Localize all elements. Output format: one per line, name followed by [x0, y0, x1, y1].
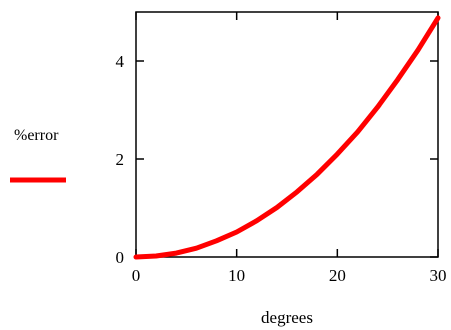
x-tick-label: 10 — [228, 266, 245, 285]
x-tick-label: 30 — [430, 266, 447, 285]
y-tick-label: 4 — [116, 52, 125, 71]
x-axis-ticks: 0 10 20 30 — [132, 12, 447, 285]
legend: %error — [10, 127, 66, 183]
y-tick-label: 2 — [116, 150, 125, 169]
y-axis-ticks: 0 2 4 — [116, 52, 438, 267]
x-axis-label: degrees — [261, 308, 313, 327]
series-line — [133, 15, 441, 260]
legend-label: %error — [14, 127, 59, 144]
x-tick-label: 0 — [132, 266, 141, 285]
plot-frame — [135, 11, 439, 258]
y-tick-label: 0 — [116, 248, 125, 267]
x-tick-label: 20 — [329, 266, 346, 285]
series-layer — [133, 15, 441, 260]
